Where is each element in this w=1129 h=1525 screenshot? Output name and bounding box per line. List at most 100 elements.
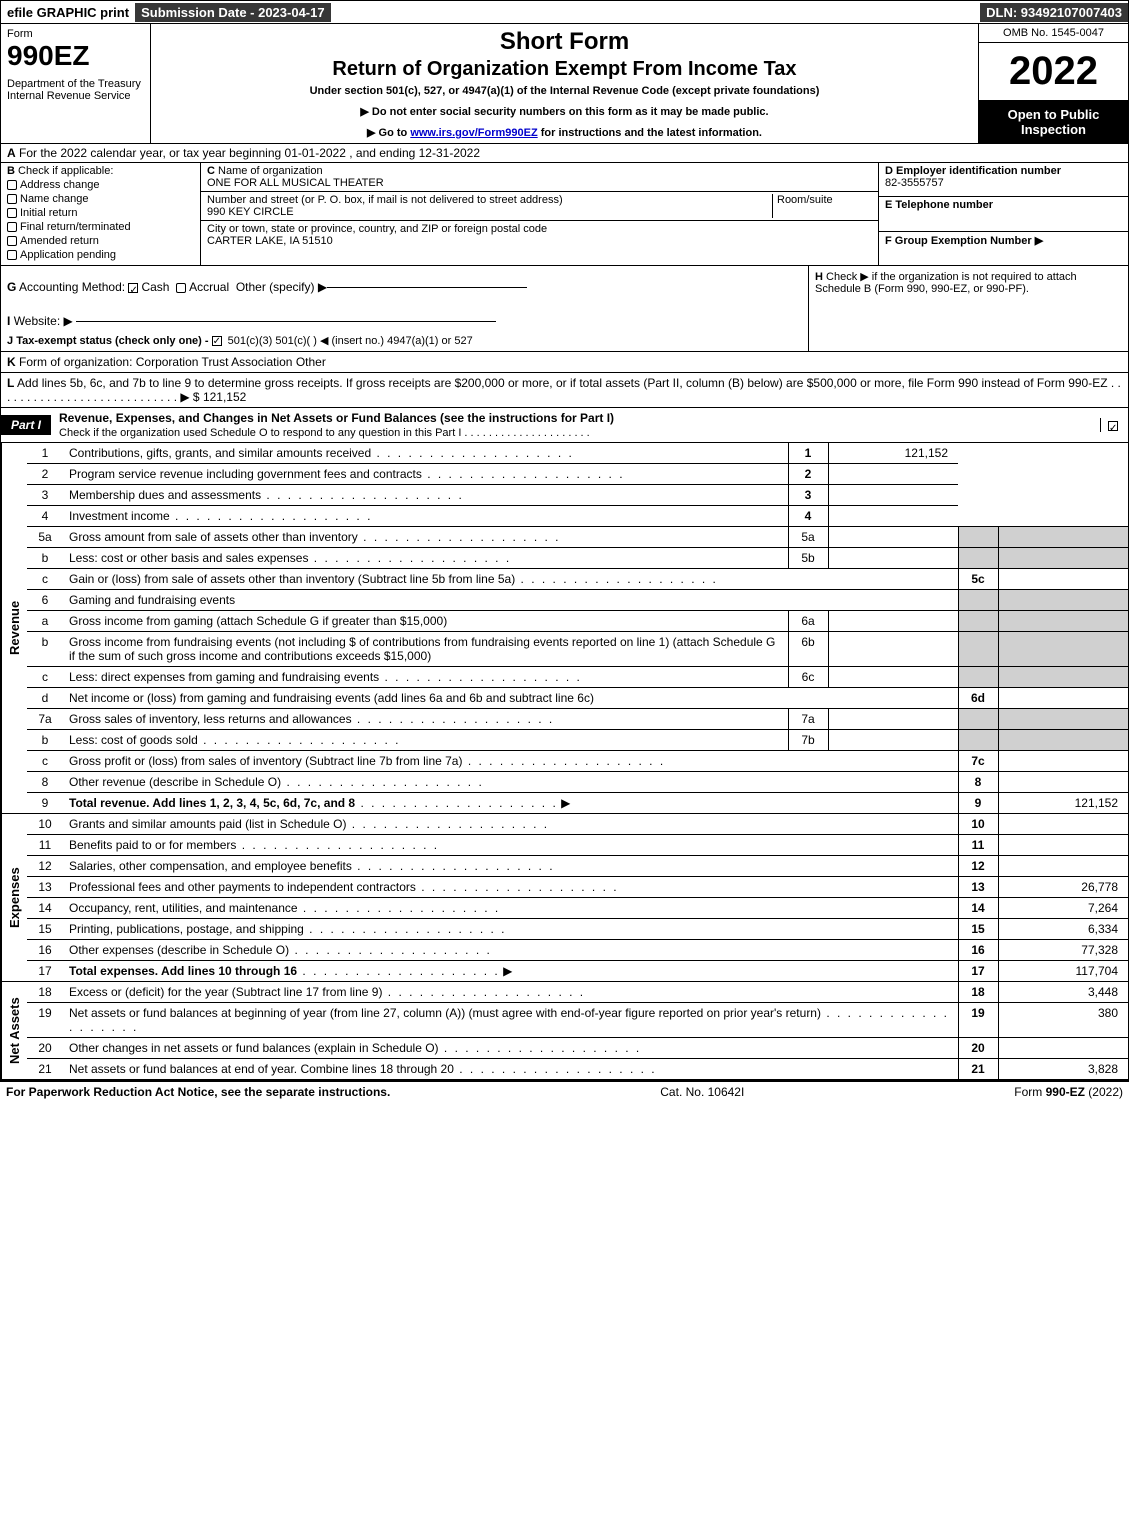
ein-val: 82-3555757 [885,177,944,189]
line-11: 11Benefits paid to or for members11 [27,835,1128,856]
line-3: 3Membership dues and assessments3 [27,485,1128,506]
section-a: A For the 2022 calendar year, or tax yea… [1,144,1128,163]
section-i: I Website: ▶ [7,304,802,328]
revenue-section: Revenue 1Contributions, gifts, grants, a… [1,443,1128,814]
line-6a: aGross income from gaming (attach Schedu… [27,611,1128,632]
goto-post: for instructions and the latest informat… [538,127,762,139]
line-7b: bLess: cost of goods sold7b [27,730,1128,751]
form-title: Return of Organization Exempt From Incom… [157,58,972,81]
group-exemption-label: F Group Exemption Number ▶ [885,235,1043,247]
form-subtitle: Under section 501(c), 527, or 4947(a)(1)… [157,85,972,97]
footer-right: Form 990-EZ (2022) [1014,1085,1123,1099]
street-label: Number and street (or P. O. box, if mail… [207,194,563,206]
line-6d: dNet income or (loss) from gaming and fu… [27,688,1128,709]
efile-label: efile GRAPHIC print [1,3,135,22]
chk-amended-return[interactable]: Amended return [7,235,194,247]
top-bar: efile GRAPHIC print Submission Date - 20… [0,0,1129,24]
line-6b: bGross income from fundraising events (n… [27,632,1128,667]
line-18: 18Excess or (deficit) for the year (Subt… [27,982,1128,1003]
line-19: 19Net assets or fund balances at beginni… [27,1003,1128,1038]
line-4: 4Investment income4 [27,506,1128,527]
line-21: 21Net assets or fund balances at end of … [27,1059,1128,1080]
section-k: K Form of organization: Corporation Trus… [1,352,1128,373]
section-a-text: For the 2022 calendar year, or tax year … [19,146,480,160]
line-16: 16Other expenses (describe in Schedule O… [27,940,1128,961]
chk-application-pending[interactable]: Application pending [7,249,194,261]
part1-title: Revenue, Expenses, and Changes in Net As… [51,408,1100,442]
part1-schedule-o-check[interactable] [1100,418,1128,432]
net-assets-table: 18Excess or (deficit) for the year (Subt… [27,982,1128,1079]
open-inspection: Open to Public Inspection [979,100,1128,143]
omb-number: OMB No. 1545-0047 [979,24,1128,43]
expenses-table: 10Grants and similar amounts paid (list … [27,814,1128,981]
line-5c: cGain or (loss) from sale of assets othe… [27,569,1128,590]
expenses-vlabel: Expenses [1,814,27,981]
line-12: 12Salaries, other compensation, and empl… [27,856,1128,877]
chk-address-change[interactable]: Address change [7,179,194,191]
section-bcdef: B Check if applicable: Address change Na… [1,163,1128,266]
line-2: 2Program service revenue including gover… [27,464,1128,485]
section-l: L Add lines 5b, 6c, and 7b to line 9 to … [1,373,1128,408]
section-j: J Tax-exempt status (check only one) - 5… [7,334,802,347]
page-footer: For Paperwork Reduction Act Notice, see … [0,1082,1129,1102]
line-5a: 5aGross amount from sale of assets other… [27,527,1128,548]
part1-tab: Part I [1,415,51,435]
form-id-block: Form 990EZ Department of the Treasury In… [1,24,151,143]
dept-line2: Internal Revenue Service [7,90,144,102]
revenue-table: 1Contributions, gifts, grants, and simil… [27,443,1128,813]
short-form-label: Short Form [157,28,972,56]
expenses-section: Expenses 10Grants and similar amounts pa… [1,814,1128,982]
form-header: Form 990EZ Department of the Treasury In… [1,24,1128,144]
chk-name-change[interactable]: Name change [7,193,194,205]
line-1: 1Contributions, gifts, grants, and simil… [27,443,1128,464]
city-label: City or town, state or province, country… [207,223,547,235]
dln-label: DLN: 93492107007403 [980,3,1128,22]
net-assets-section: Net Assets 18Excess or (deficit) for the… [1,982,1128,1081]
form-word: Form [7,28,144,40]
irs-link[interactable]: www.irs.gov/Form990EZ [410,127,537,139]
footer-left: For Paperwork Reduction Act Notice, see … [6,1085,390,1099]
submission-date: Submission Date - 2023-04-17 [135,3,331,22]
org-name-label: Name of organization [218,165,323,177]
section-b: B Check if applicable: Address change Na… [1,163,201,265]
line-5b: bLess: cost or other basis and sales exp… [27,548,1128,569]
line-8: 8Other revenue (describe in Schedule O)8 [27,772,1128,793]
org-name: ONE FOR ALL MUSICAL THEATER [207,177,384,189]
instructions-link-line: Go to www.irs.gov/Form990EZ for instruct… [157,126,972,139]
footer-center: Cat. No. 10642I [390,1085,1014,1099]
city-val: CARTER LAKE, IA 51510 [207,235,333,247]
chk-cash[interactable] [128,283,138,293]
line-7a: 7aGross sales of inventory, less returns… [27,709,1128,730]
gross-receipts: 121,152 [203,390,246,404]
street-val: 990 KEY CIRCLE [207,206,294,218]
phone-label: E Telephone number [885,199,993,211]
line-15: 15Printing, publications, postage, and s… [27,919,1128,940]
goto-pre: Go to [379,127,411,139]
line-6c: cLess: direct expenses from gaming and f… [27,667,1128,688]
line-7c: cGross profit or (loss) from sales of in… [27,751,1128,772]
line-20: 20Other changes in net assets or fund ba… [27,1038,1128,1059]
section-c: C Name of organization ONE FOR ALL MUSIC… [201,163,878,265]
section-b-label: Check if applicable: [18,165,113,177]
chk-final-return[interactable]: Final return/terminated [7,221,194,233]
line-17: 17Total expenses. Add lines 10 through 1… [27,961,1128,982]
chk-501c3[interactable] [212,336,222,346]
chk-initial-return[interactable]: Initial return [7,207,194,219]
line-13: 13Professional fees and other payments t… [27,877,1128,898]
room-label: Room/suite [777,194,833,206]
section-g: G Accounting Method: Cash Accrual Other … [7,270,802,294]
chk-accrual[interactable] [176,283,186,293]
form-meta-block: OMB No. 1545-0047 2022 Open to Public In… [978,24,1128,143]
section-ghij: G Accounting Method: Cash Accrual Other … [1,266,1128,352]
part1-header: Part I Revenue, Expenses, and Changes in… [1,408,1128,443]
ssn-warning: Do not enter social security numbers on … [157,105,972,118]
form-title-block: Short Form Return of Organization Exempt… [151,24,978,143]
line-14: 14Occupancy, rent, utilities, and mainte… [27,898,1128,919]
line-10: 10Grants and similar amounts paid (list … [27,814,1128,835]
net-assets-vlabel: Net Assets [1,982,27,1079]
line-6: 6Gaming and fundraising events [27,590,1128,611]
dept-line1: Department of the Treasury [7,78,144,90]
form-number: 990EZ [7,40,144,72]
section-h: H Check ▶ if the organization is not req… [808,266,1128,351]
tax-year: 2022 [979,43,1128,100]
